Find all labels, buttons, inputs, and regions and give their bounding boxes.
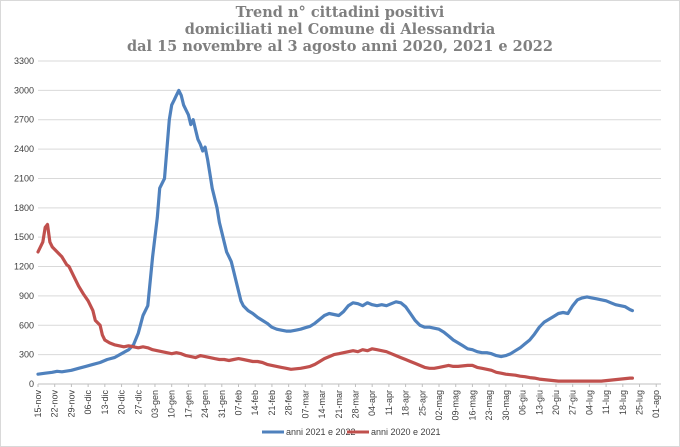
x-tick-label: 25-apr	[417, 390, 427, 416]
x-tick-label: 24-gen	[200, 390, 210, 418]
chart-title-line-3: dal 15 novembre al 3 agosto anni 2020, 2…	[127, 38, 553, 55]
x-tick-label: 04-lug	[584, 390, 594, 415]
x-tick-label: 28-mar	[350, 390, 360, 419]
x-tick-label: 09-mag	[451, 390, 461, 421]
legend-label-1: anni 2020 e 2021	[371, 427, 441, 437]
x-tick-label: 22-nov	[50, 390, 60, 418]
y-tick-label: 1200	[14, 262, 34, 272]
x-tick-label: 30-mag	[501, 390, 511, 421]
x-tick-label: 01-ago	[651, 390, 661, 418]
series-line-1	[36, 222, 634, 383]
y-tick-label: 3000	[14, 85, 34, 95]
y-tick-label: 2700	[14, 115, 34, 125]
legend-label-0: anni 2021 e 2022	[286, 427, 356, 437]
y-tick-label: 900	[19, 291, 34, 301]
x-tick-label: 10-gen	[167, 390, 177, 418]
y-tick-label: 0	[29, 379, 34, 389]
x-tick-label: 02-mag	[434, 390, 444, 421]
y-tick-label: 1500	[14, 232, 34, 242]
x-tick-label: 21-feb	[267, 390, 277, 416]
x-tick-label: 04-apr	[367, 390, 377, 416]
x-tick-label: 15-nov	[33, 390, 43, 418]
x-tick-label: 28-feb	[284, 390, 294, 416]
x-tick-label: 13-dic	[100, 390, 110, 415]
x-tick-label: 06-dic	[83, 390, 93, 415]
x-tick-label: 16-mag	[467, 390, 477, 421]
y-tick-label: 1800	[14, 203, 34, 213]
x-tick-label: 11-apr	[384, 390, 394, 415]
x-tick-label: 14-mar	[317, 390, 327, 419]
y-tick-label: 2100	[14, 173, 34, 183]
x-tick-label: 18-lug	[618, 390, 628, 415]
x-tick-label: 06-giu	[518, 390, 528, 415]
y-axis-ticks: 0 300 600 900 1200 1500 1800 2100 2400 2700 3000 33…	[14, 56, 34, 389]
x-tick-label: 07-feb	[234, 390, 244, 416]
x-tick-label: 20-giu	[551, 390, 561, 415]
series-line-0	[36, 88, 634, 376]
grid-lines	[38, 60, 661, 385]
x-tick-label: 27-giu	[568, 390, 578, 415]
x-tick-label: 20-dic	[117, 390, 127, 415]
x-tick-label: 07-mar	[300, 390, 310, 419]
chart-title-line-2: domiciliati nel Comune di Alessandria	[184, 21, 496, 38]
x-tick-label: 25-lug	[635, 390, 645, 415]
y-tick-label: 300	[19, 350, 34, 360]
x-tick-label: 03-gen	[150, 390, 160, 418]
x-tick-label: 23-mag	[484, 390, 494, 421]
x-tick-label: 14-feb	[250, 390, 260, 416]
x-tick-label: 18-apr	[401, 390, 411, 416]
x-axis-ticks: 15-nov 22-nov 29-nov 06-dic 13-dic 20-dic 27-d…	[33, 383, 661, 421]
series-lines	[36, 88, 634, 383]
x-tick-label: 29-nov	[66, 390, 76, 418]
y-tick-label: 2400	[14, 144, 34, 154]
legend: anni 2021 e 2022 anni 2020 e 2021	[262, 427, 441, 437]
chart-title-line-1: Trend n° cittadini positivi	[235, 4, 445, 21]
x-tick-label: 13-giu	[534, 390, 544, 415]
x-tick-label: 27-dic	[133, 390, 143, 415]
x-tick-label: 21-mar	[334, 390, 344, 419]
x-tick-label: 11-lug	[601, 390, 611, 414]
x-tick-label: 17-gen	[183, 390, 193, 418]
y-tick-label: 3300	[14, 56, 34, 66]
x-tick-label: 31-gen	[217, 390, 227, 418]
y-tick-label: 600	[19, 320, 34, 330]
